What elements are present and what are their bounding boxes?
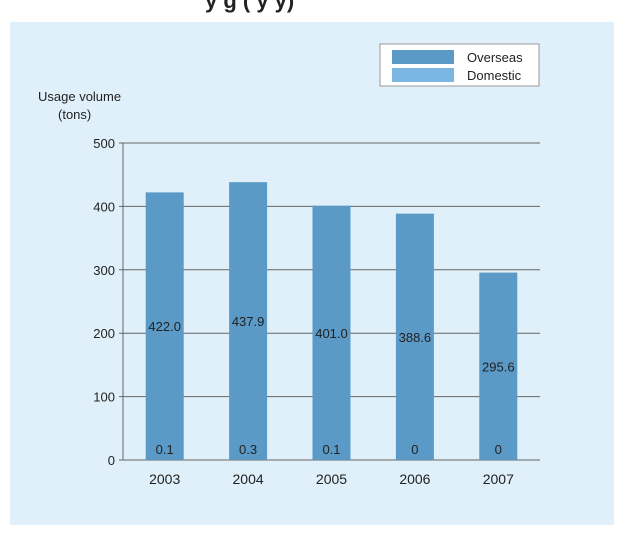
y-axis-label-line2: (tons) <box>58 107 91 122</box>
y-tick-label: 100 <box>93 390 115 405</box>
data-label-overseas: 295.6 <box>482 359 515 374</box>
data-label-overseas: 437.9 <box>232 314 265 329</box>
bar-overseas <box>395 213 434 460</box>
data-label-overseas: 401.0 <box>315 326 348 341</box>
legend-swatch-domestic <box>392 68 454 82</box>
bars <box>145 182 518 460</box>
data-label-domestic: 0.3 <box>239 442 257 457</box>
data-label-domestic: 0.1 <box>322 442 340 457</box>
bar-overseas <box>479 272 518 460</box>
data-labels: 422.0 0.1 437.9 0.3 401.0 0.1 388.6 0 295.6 0 <box>148 314 514 457</box>
y-tick-label: 300 <box>93 263 115 278</box>
legend: Overseas Domestic <box>379 43 540 87</box>
data-label-domestic: 0.1 <box>156 442 174 457</box>
y-tick-label: 0 <box>108 453 115 468</box>
bar-overseas <box>229 182 268 460</box>
y-tick-label: 400 <box>93 199 115 214</box>
data-label-overseas: 388.6 <box>399 330 432 345</box>
legend-swatch-overseas <box>392 50 454 64</box>
x-tick-label: 2005 <box>316 471 347 487</box>
y-axis-label-line1: Usage volume <box>38 89 121 104</box>
y-tick-label: 200 <box>93 326 115 341</box>
page-title-fragment: y g ( y y) <box>205 0 294 13</box>
data-label-overseas: 422.0 <box>148 319 181 334</box>
y-tick-labels: 0 100 200 300 400 500 <box>93 136 115 468</box>
data-label-domestic: 0 <box>411 442 418 457</box>
legend-label-domestic: Domestic <box>467 68 522 83</box>
x-tick-label: 2007 <box>483 471 514 487</box>
x-tick-label: 2006 <box>399 471 430 487</box>
y-tick-label: 500 <box>93 136 115 151</box>
x-tick-labels: 2003 2004 2005 2006 2007 <box>149 471 514 487</box>
legend-label-overseas: Overseas <box>467 50 523 65</box>
x-tick-label: 2004 <box>233 471 264 487</box>
bar-overseas <box>145 192 184 460</box>
data-label-domestic: 0 <box>495 442 502 457</box>
bar-overseas <box>312 205 351 460</box>
x-tick-label: 2003 <box>149 471 180 487</box>
